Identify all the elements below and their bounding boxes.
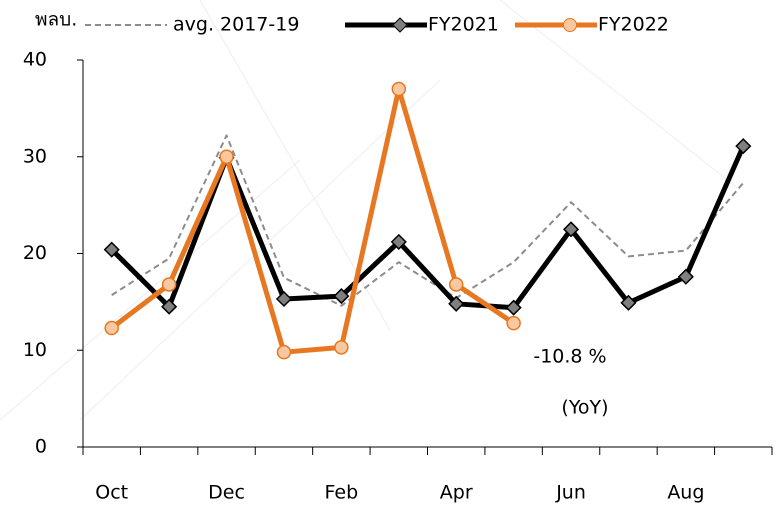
point <box>220 150 233 163</box>
x-tick-label: Aug <box>667 482 704 504</box>
annotation: (YoY) <box>561 397 608 419</box>
series-line <box>112 89 514 352</box>
y-tick-label: 10 <box>23 339 47 361</box>
x-tick-label: Feb <box>325 482 359 504</box>
y-tick-label: 40 <box>23 49 47 71</box>
y-tick-label: 20 <box>23 242 47 264</box>
x-tick-label: Dec <box>208 482 245 504</box>
series-line <box>112 135 744 305</box>
point <box>163 278 176 291</box>
y-tick-label: 30 <box>23 145 47 167</box>
point <box>277 346 290 359</box>
point <box>105 321 118 334</box>
chart: พลบ. -10.8 % (YoY) 0 10 20 30 40 Oct Dec Feb Apr… <box>0 0 783 506</box>
y-axis-label: พลบ. <box>35 9 77 31</box>
point <box>450 278 463 291</box>
x-tick-label: Oct <box>95 482 128 504</box>
legend-label: avg. 2017-19 <box>173 14 299 36</box>
point <box>335 341 348 354</box>
point <box>392 83 405 96</box>
legend-marker <box>564 19 577 32</box>
y-tick-label: 0 <box>35 436 47 458</box>
x-tick-label: Jun <box>555 482 586 504</box>
annotation: -10.8 % <box>533 346 606 368</box>
legend-label: FY2021 <box>428 14 499 36</box>
series-line <box>112 146 744 308</box>
legend-marker <box>393 18 407 32</box>
point <box>507 317 520 330</box>
point <box>277 292 291 306</box>
x-tick-label: Apr <box>440 482 473 504</box>
page: พลบ. -10.8 % (YoY) 0 10 20 30 40 Oct Dec Feb Apr… <box>0 0 783 506</box>
point <box>736 139 750 153</box>
legend-label: FY2022 <box>598 14 669 36</box>
